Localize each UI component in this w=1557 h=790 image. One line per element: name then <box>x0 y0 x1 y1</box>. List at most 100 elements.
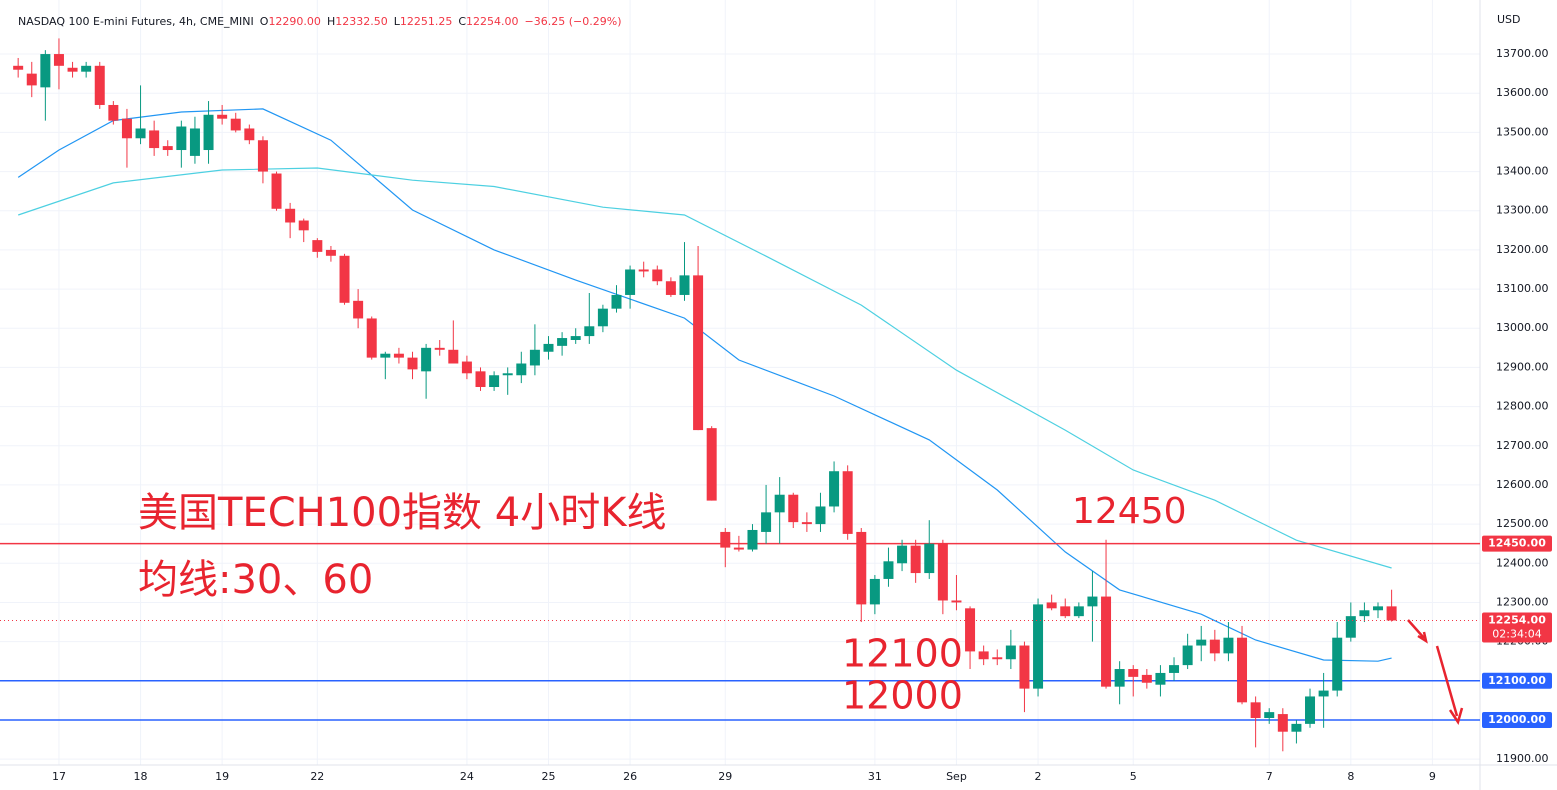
level-tag-label: 12450.00 <box>1488 537 1546 550</box>
candle-body <box>584 326 595 337</box>
y-tick-label: 12500.00 <box>1496 517 1549 530</box>
candle-body <box>461 361 472 374</box>
x-tick-label: 22 <box>310 770 324 783</box>
candle-body <box>1386 606 1397 621</box>
candle-body <box>897 545 908 564</box>
y-tick-label: 13000.00 <box>1496 321 1549 334</box>
candle-body <box>1019 645 1030 689</box>
candle-body <box>978 651 989 660</box>
candle-body <box>108 104 119 121</box>
candle-body <box>1196 639 1207 646</box>
header-text: NASDAQ 100 E-mini Futures, 4h, CME_MINI <box>18 15 254 28</box>
annotation: 美国TECH100指数 4小时K线 <box>138 490 666 536</box>
candle-body <box>421 347 432 372</box>
candle-body <box>1005 645 1016 660</box>
candle-body <box>652 269 663 282</box>
candle-body <box>1264 712 1275 718</box>
x-tick-label: 31 <box>868 770 882 783</box>
x-tick-label: 17 <box>52 770 66 783</box>
y-tick-label: 13100.00 <box>1496 282 1549 295</box>
candle-body <box>1223 637 1234 654</box>
candle-body <box>815 506 826 525</box>
candle-body <box>26 73 37 86</box>
candle-body <box>1087 596 1098 607</box>
last-price-tag <box>1482 612 1552 643</box>
candle-body <box>393 353 404 358</box>
x-tick-label: 26 <box>623 770 637 783</box>
candle-body <box>638 269 649 272</box>
header: NASDAQ 100 E-mini Futures, 4h, CME_MINI O… <box>18 15 622 28</box>
candle-body <box>1033 604 1044 689</box>
level-tag-label: 12000.00 <box>1488 713 1546 726</box>
candle-body <box>380 353 391 358</box>
x-tick-label: 7 <box>1266 770 1273 783</box>
candle-body <box>693 275 704 431</box>
candle-body <box>121 118 132 139</box>
candle-body <box>1277 714 1288 732</box>
candle-body <box>285 208 296 223</box>
x-tick-label: Sep <box>946 770 967 783</box>
candle-body <box>353 300 364 319</box>
x-tick-label: 24 <box>460 770 474 783</box>
y-tick-label: 13500.00 <box>1496 125 1549 138</box>
candle-body <box>937 543 948 601</box>
candle-body <box>665 281 676 295</box>
candle-body <box>516 363 527 376</box>
y-tick-label: 13400.00 <box>1496 165 1549 178</box>
candle-body <box>81 65 92 72</box>
y-tick-label: 11900.00 <box>1496 752 1549 765</box>
candle-body <box>149 130 160 149</box>
header-text: 12290.00 <box>268 15 321 28</box>
y-tick-label: 13300.00 <box>1496 204 1549 217</box>
annotation: 12100 <box>842 632 963 676</box>
arrow <box>1435 645 1464 725</box>
annotation: 12450 <box>1072 491 1187 532</box>
candle-body <box>1182 645 1193 666</box>
candle-body <box>924 543 935 574</box>
candle-body <box>856 531 867 605</box>
candle-body <box>230 118 241 131</box>
candle-body <box>1155 672 1166 685</box>
candle-body <box>733 547 744 550</box>
candle-body <box>13 65 24 70</box>
y-tick-label: 12700.00 <box>1496 439 1549 452</box>
candle-body <box>543 343 554 352</box>
candle-body <box>1318 690 1329 697</box>
candle-body <box>842 471 853 534</box>
candle-body <box>1359 610 1370 617</box>
candle-body <box>570 336 581 340</box>
candle-body <box>1373 606 1384 611</box>
level-tag <box>1482 672 1552 689</box>
candle-body <box>448 349 459 364</box>
candle-body <box>502 373 513 376</box>
arrow <box>1407 619 1428 644</box>
candle-body <box>366 318 377 358</box>
header-text: H <box>327 15 335 28</box>
candle-body <box>1345 616 1356 638</box>
candle-body <box>298 220 309 231</box>
candle-body <box>910 545 921 574</box>
y-tick-label: 13600.00 <box>1496 86 1549 99</box>
candle-body <box>1291 723 1302 732</box>
y-tick-label: 12800.00 <box>1496 400 1549 413</box>
grid <box>0 0 1480 765</box>
candle-body <box>271 173 282 209</box>
candle-body <box>217 114 228 119</box>
header-text: C <box>458 15 466 28</box>
level-tag-label: 12100.00 <box>1488 674 1546 687</box>
candle-body <box>1101 596 1112 687</box>
x-tick-label: 25 <box>542 770 556 783</box>
candle-body <box>965 608 976 652</box>
countdown: 02:34:04 <box>1492 627 1541 640</box>
currency: USD <box>1497 13 1521 26</box>
candle-body <box>992 657 1003 660</box>
candle-body <box>529 349 540 366</box>
candle-body <box>557 338 568 346</box>
x-tick-label: 9 <box>1429 770 1436 783</box>
candle-body <box>1114 669 1125 687</box>
y-tick-label: 12600.00 <box>1496 478 1549 491</box>
candle-body <box>1250 702 1261 718</box>
candle-body <box>1332 637 1343 691</box>
candle-body <box>720 531 731 548</box>
